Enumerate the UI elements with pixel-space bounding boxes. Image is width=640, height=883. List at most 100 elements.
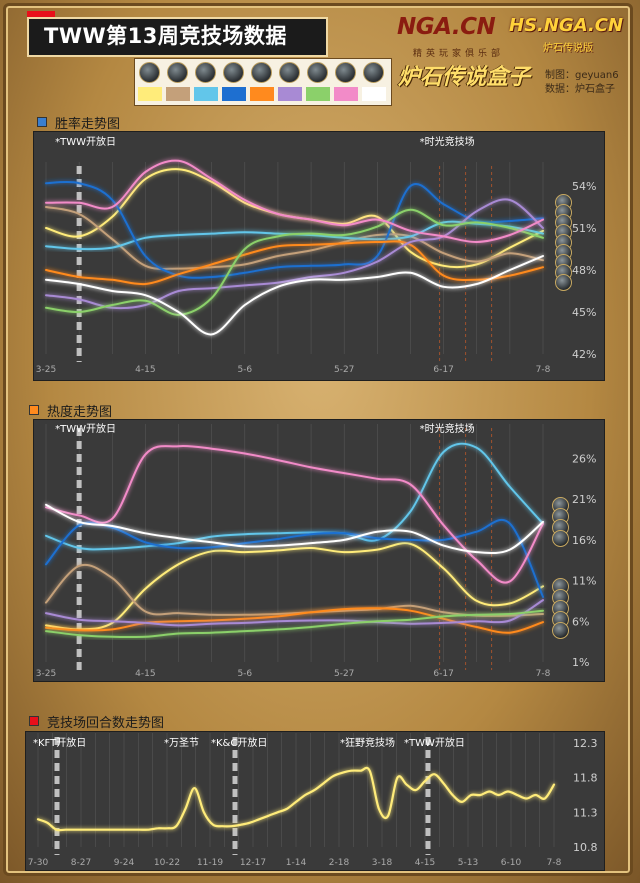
y-tick-label: 11.8	[573, 772, 598, 785]
popularity-chart-panel: 1% 6% 11% 16% 21% 26% 3-25 4-15 5-6 5-27 6-17 7-8 *T…	[33, 419, 605, 682]
x-tick-label: 3-25	[36, 669, 56, 679]
priest-icon	[552, 622, 569, 639]
x-tick-label: 12-17	[240, 858, 266, 868]
series-line	[45, 180, 544, 279]
popularity-chart: 1% 6% 11% 16% 21% 26% 3-25 4-15 5-6 5-27 6-17 7-8 *T…	[36, 422, 597, 679]
x-tick-label: 7-8	[547, 858, 562, 868]
class-color-swatch	[278, 87, 302, 101]
annotation-label: *TWW开放日	[404, 736, 465, 749]
y-tick-label: 21%	[572, 493, 596, 506]
warrior-icon	[555, 274, 572, 291]
hearthstone-box-logo: 炉石传说盒子	[398, 64, 531, 90]
shaman-icon	[307, 62, 328, 83]
series-line	[45, 442, 544, 551]
warrior-icon	[363, 62, 384, 83]
annotation-label: *K&C开放日	[211, 736, 267, 749]
paladin-icon	[223, 62, 244, 83]
x-tick-label: 6-17	[433, 669, 453, 679]
x-tick-label: 5-27	[334, 365, 354, 375]
annotation-label: *KFT开放日	[33, 736, 86, 749]
x-tick-label: 5-13	[458, 858, 478, 868]
winrate-section-title: 胜率走势图	[55, 117, 121, 132]
y-tick-label: 1%	[572, 656, 589, 669]
winrate-chart: 42% 45% 48% 51% 54% 3-25 4-15 5-6 5-27 6-17 7-8 *TW…	[36, 135, 597, 375]
annotation-label: *时光竞技场	[420, 422, 475, 435]
credit-data: 数据：炉石盒子	[545, 84, 615, 95]
series-line	[45, 208, 544, 316]
series-line	[45, 563, 544, 617]
rounds-section-title: 竞技场回合数走势图	[47, 716, 165, 731]
class-color-swatch	[362, 87, 386, 101]
winrate-chart-panel: 42% 45% 48% 51% 54% 3-25 4-15 5-6 5-27 6-17 7-8 *TW…	[33, 131, 605, 381]
annotation-label: *时光竞技场	[420, 135, 475, 148]
annotation-label: *万圣节	[164, 737, 199, 749]
y-tick-label: 48%	[572, 264, 596, 277]
title-box	[27, 17, 328, 57]
page-title: TWW第13周竞技场数据	[44, 24, 287, 48]
warlock-icon	[335, 62, 356, 83]
series-line	[45, 444, 544, 584]
x-tick-label: 5-6	[237, 365, 252, 375]
x-tick-label: 6-10	[501, 858, 522, 868]
hs-nga-logo: HS.NGA.CN 炉石传说版	[509, 15, 624, 54]
y-tick-label: 51%	[572, 222, 596, 235]
y-tick-label: 6%	[572, 615, 589, 628]
priest-icon	[251, 62, 272, 83]
annotation-label: *TWW开放日	[55, 422, 116, 435]
mage-icon	[195, 62, 216, 83]
x-tick-label: 5-27	[334, 669, 354, 679]
hunter-icon	[167, 62, 188, 83]
credit-author: 制图：geyuan6	[545, 70, 619, 81]
series-line	[45, 240, 544, 286]
x-tick-label: 7-30	[28, 858, 49, 868]
nga-logo: NGA.CN 精英玩家俱乐部	[397, 14, 505, 59]
x-tick-label: 9-24	[114, 858, 135, 868]
annotation-label: *狂野竞技场	[340, 736, 395, 749]
x-tick-label: 3-18	[372, 858, 393, 868]
series-line	[45, 206, 544, 270]
druid-icon	[139, 62, 160, 83]
class-color-swatch	[306, 87, 330, 101]
rounds-section-marker	[29, 716, 39, 726]
annotation-label: *TWW开放日	[55, 135, 116, 148]
decorative-border	[3, 3, 633, 876]
class-color-swatch	[138, 87, 162, 101]
x-tick-label: 10-22	[154, 858, 180, 868]
rogue-icon	[279, 62, 300, 83]
class-color-swatch	[166, 87, 190, 101]
y-tick-label: 10.8	[573, 841, 598, 854]
series-line	[45, 518, 544, 598]
popularity-section-title: 热度走势图	[47, 405, 113, 420]
y-tick-label: 16%	[572, 534, 596, 547]
series-line	[45, 542, 544, 631]
x-tick-label: 2-18	[329, 858, 350, 868]
x-tick-label: 4-15	[135, 365, 155, 375]
x-tick-label: 8-27	[71, 858, 91, 868]
class-color-swatch	[194, 87, 218, 101]
series-line	[45, 255, 544, 336]
class-color-swatch	[334, 87, 358, 101]
class-color-legend	[134, 58, 392, 106]
y-tick-label: 54%	[572, 180, 596, 193]
series-line	[45, 503, 544, 555]
popularity-section-marker	[29, 405, 39, 415]
rounds-chart: 10.8 11.3 11.8 12.3 7-30 8-27 9-24 10-22 11-19 12…	[28, 733, 598, 868]
paladin-icon	[552, 530, 569, 547]
x-tick-label: 6-17	[433, 365, 453, 375]
winrate-section-marker	[37, 117, 47, 127]
y-tick-label: 26%	[572, 452, 596, 465]
x-tick-label: 4-15	[415, 858, 435, 868]
x-tick-label: 7-8	[536, 669, 551, 679]
title-accent-bar	[27, 11, 55, 19]
x-tick-label: 7-8	[536, 365, 551, 375]
y-tick-label: 11.3	[573, 806, 598, 819]
series-line	[45, 599, 544, 627]
series-line	[45, 159, 544, 244]
y-tick-label: 45%	[572, 306, 596, 319]
series-line	[45, 609, 544, 639]
x-tick-label: 1-14	[286, 858, 307, 868]
y-tick-label: 12.3	[573, 737, 598, 750]
y-tick-label: 11%	[572, 575, 596, 588]
x-tick-label: 4-15	[135, 669, 155, 679]
x-tick-label: 5-6	[237, 669, 252, 679]
